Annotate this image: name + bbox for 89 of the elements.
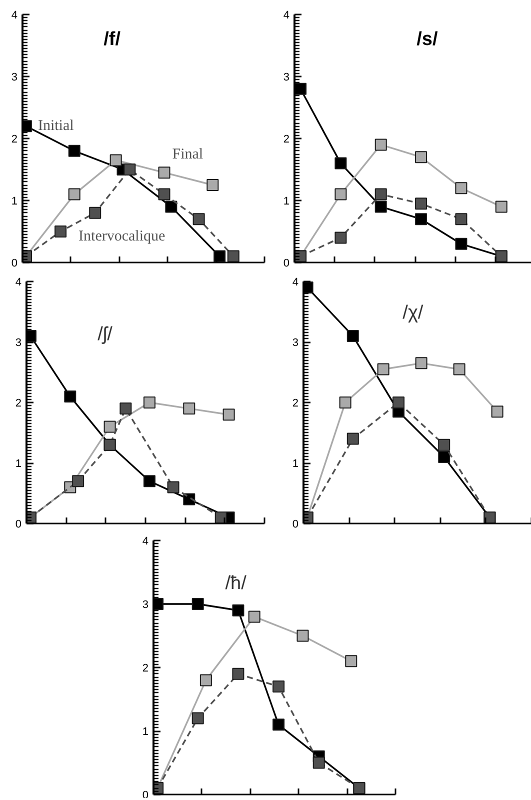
y-tick-label: 0 <box>15 518 22 530</box>
y-tick-label: 4 <box>11 10 18 22</box>
point <box>415 213 428 226</box>
y-tick-label: 3 <box>15 337 22 349</box>
point <box>415 357 428 370</box>
point <box>272 680 285 693</box>
point <box>374 200 387 213</box>
point <box>89 206 102 219</box>
point <box>165 200 178 213</box>
y-tick-label: 4 <box>292 276 299 288</box>
point <box>345 655 358 668</box>
y-tick-label: 3 <box>142 599 149 611</box>
text: /f/ <box>104 28 122 50</box>
point <box>334 232 347 244</box>
y-tick-label: 4 <box>283 10 290 22</box>
point <box>183 402 196 415</box>
point <box>453 363 466 376</box>
point <box>110 154 122 166</box>
series-label: Intervocalique <box>78 228 166 244</box>
y-tick-label: 4 <box>15 276 22 288</box>
point <box>377 363 390 376</box>
series-label: Initial <box>38 118 74 134</box>
y-tick-label: 2 <box>142 662 149 674</box>
point <box>68 144 80 157</box>
point <box>72 475 84 488</box>
point <box>124 164 136 176</box>
point <box>200 674 212 686</box>
y-tick-label: 3 <box>283 72 290 84</box>
point <box>438 438 450 451</box>
point <box>374 188 387 200</box>
point <box>232 668 244 680</box>
point <box>495 200 508 213</box>
point <box>214 250 226 262</box>
point <box>206 179 219 191</box>
point <box>64 390 76 402</box>
point <box>312 756 325 769</box>
text: /ʃ/ <box>98 324 114 346</box>
point <box>214 511 227 524</box>
y-tick-label: 2 <box>283 134 290 146</box>
point <box>104 420 116 433</box>
point <box>438 450 450 463</box>
point <box>158 188 170 200</box>
point <box>248 610 260 623</box>
y-tick-label: 3 <box>11 72 18 84</box>
point <box>227 250 240 262</box>
y-tick-label: 0 <box>11 258 18 270</box>
point <box>192 213 205 226</box>
point <box>192 712 204 724</box>
point <box>455 182 468 194</box>
point <box>455 213 468 226</box>
point <box>158 166 170 179</box>
point <box>392 396 404 408</box>
point <box>415 151 428 164</box>
point <box>334 157 347 170</box>
point <box>54 226 67 238</box>
text: /ħ/ <box>225 573 248 594</box>
point <box>120 402 132 415</box>
point <box>192 598 204 610</box>
point <box>167 481 180 494</box>
point <box>491 406 504 418</box>
text: /χ/ <box>402 302 424 324</box>
point <box>374 138 387 151</box>
point <box>296 630 309 642</box>
point <box>346 330 359 342</box>
point <box>272 718 285 731</box>
series-label: Final <box>172 146 204 163</box>
y-tick-label: 0 <box>283 258 290 270</box>
point <box>415 198 428 210</box>
y-tick-label: 1 <box>142 726 149 738</box>
y-tick-label: 4 <box>142 536 149 548</box>
y-tick-label: 2 <box>11 134 18 146</box>
y-tick-label: 2 <box>292 398 299 410</box>
point <box>68 188 80 200</box>
point <box>346 432 359 445</box>
point <box>339 396 352 408</box>
y-tick-label: 1 <box>15 458 22 470</box>
point <box>143 475 156 488</box>
y-tick-label: 1 <box>11 196 18 208</box>
point <box>222 408 235 421</box>
point <box>232 604 244 616</box>
y-tick-label: 3 <box>292 337 299 349</box>
y-tick-label: 2 <box>15 398 22 410</box>
y-tick-label: 0 <box>292 518 299 530</box>
text: /s/ <box>416 28 439 50</box>
point <box>334 188 347 200</box>
y-tick-label: 1 <box>292 458 299 470</box>
y-tick-label: 1 <box>283 196 290 208</box>
point <box>455 238 468 250</box>
point <box>143 396 156 408</box>
